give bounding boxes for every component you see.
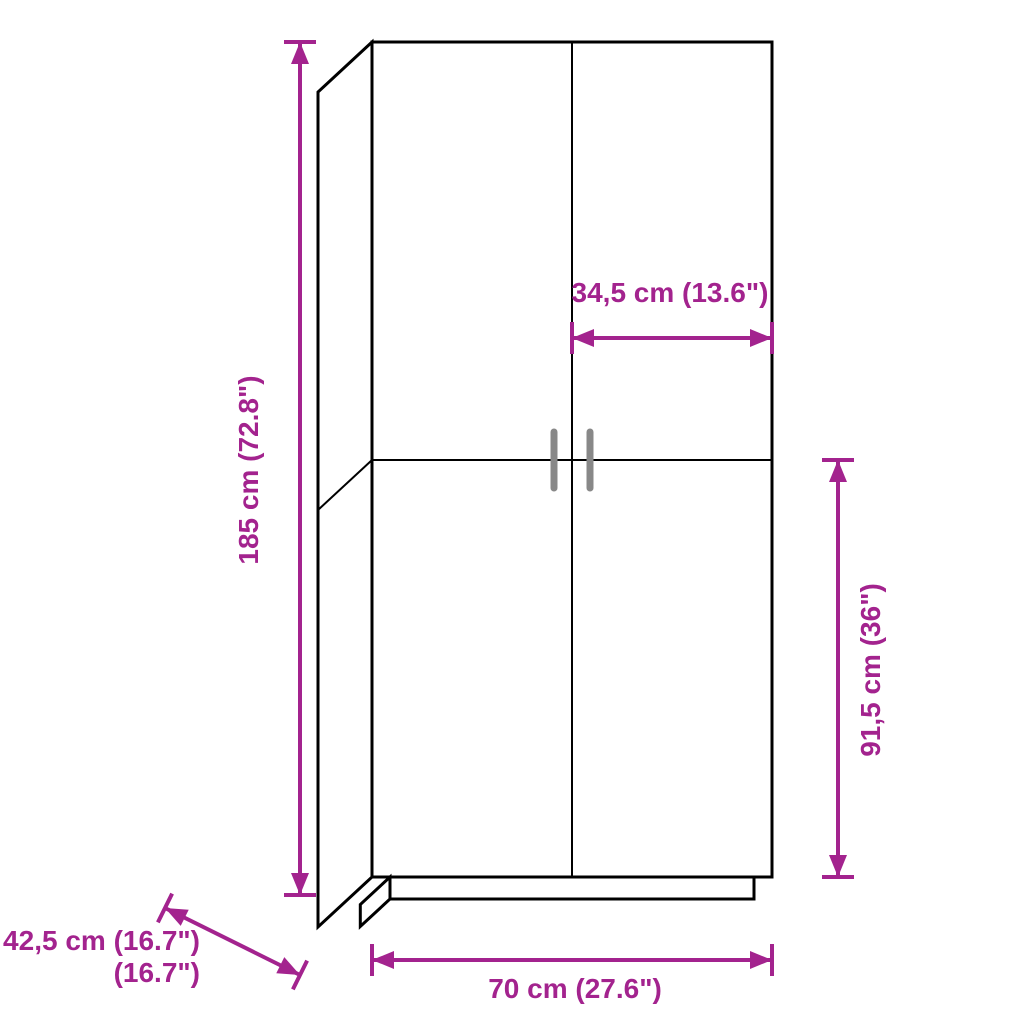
- dim-depth-label-2: (16.7"): [114, 957, 200, 988]
- cabinet-plinth-front: [390, 877, 754, 899]
- dim-height-label: 185 cm (72.8"): [233, 375, 264, 564]
- dim-depth-label: 42,5 cm (16.7"): [3, 925, 200, 956]
- dim-door-label: 34,5 cm (13.6"): [572, 277, 769, 308]
- dim-half-label: 91,5 cm (36"): [855, 583, 886, 757]
- dim-width-label: 70 cm (27.6"): [488, 973, 662, 1004]
- cabinet-drawing: [318, 42, 772, 927]
